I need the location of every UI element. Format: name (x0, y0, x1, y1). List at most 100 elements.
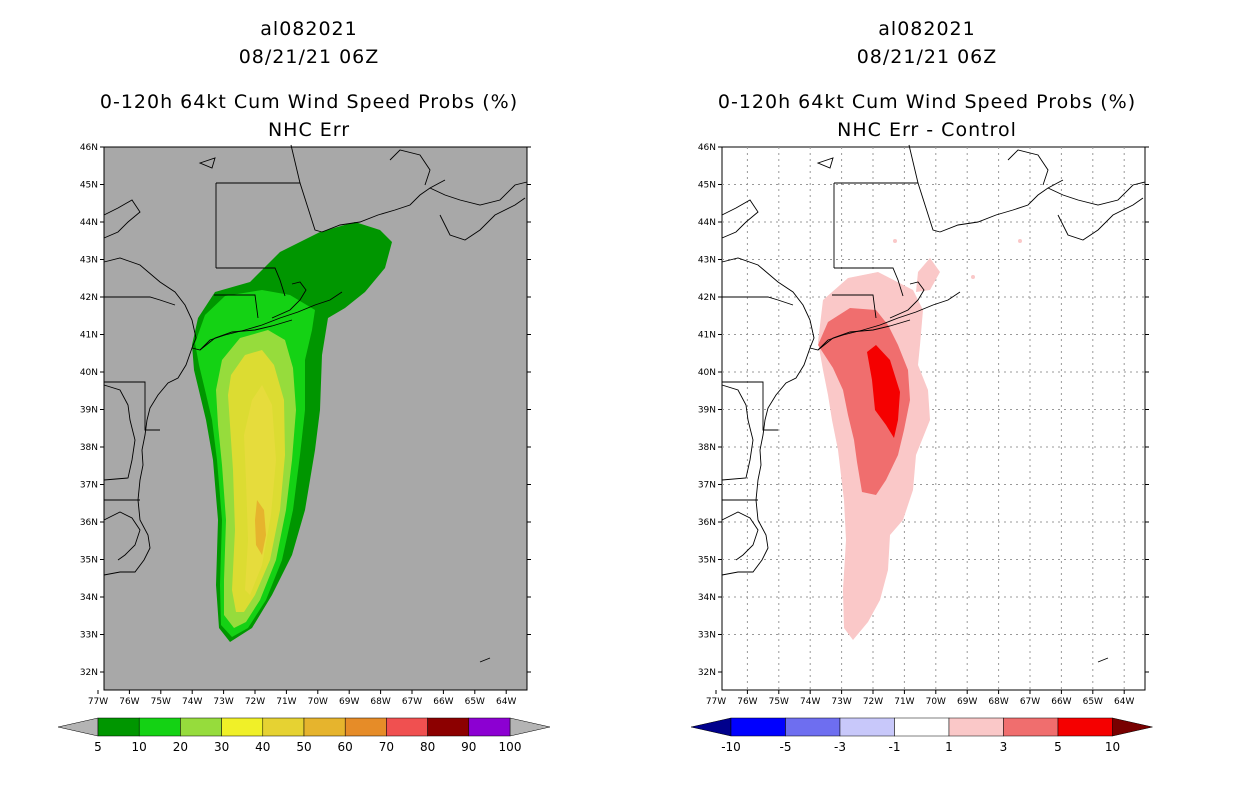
lon-label: 73W (831, 697, 851, 707)
lon-label: 65W (465, 697, 485, 707)
colorbar-swatch (894, 717, 950, 737)
coastline-segment (1007, 149, 1049, 186)
lat-label: 45N (80, 181, 98, 191)
coastline-segment (721, 384, 754, 481)
lat-label: 38N (698, 443, 716, 453)
colorbar-label: 5 (1054, 740, 1062, 754)
lon-label: 70W (308, 697, 328, 707)
contour-spot (1018, 239, 1022, 243)
coastline-segment (103, 511, 141, 561)
colorbar-label: 70 (379, 740, 394, 754)
colorbar-swatch (344, 717, 387, 737)
lat-label: 41N (80, 331, 98, 341)
coastline-segment (271, 281, 307, 319)
contour-spot (893, 239, 897, 243)
colorbar-label: 10 (1105, 740, 1120, 754)
lat-label: 43N (698, 256, 716, 266)
lat-label: 42N (698, 293, 716, 303)
lon-label: 66W (1051, 697, 1071, 707)
coastline-segment (214, 294, 259, 319)
colorbar-label: 20 (173, 740, 188, 754)
coastline-segment (939, 179, 1064, 233)
right-map-panel: al082021 08/21/21 06Z 0-120h 64kt Cum Wi… (618, 0, 1236, 800)
colorbar-label: -1 (889, 740, 901, 754)
colorbar-label: 60 (338, 740, 353, 754)
lat-label: 32N (698, 668, 716, 678)
coastline-segment (429, 181, 528, 206)
coastline-segment (722, 381, 778, 431)
coastlines (721, 144, 1146, 663)
coastline-segment (104, 381, 160, 431)
lon-label: 65W (1083, 697, 1103, 707)
lat-label: 34N (80, 593, 98, 603)
lat-label: 39N (698, 406, 716, 416)
lon-label: 72W (245, 697, 265, 707)
colorbar-end-arrow (1112, 717, 1153, 737)
difference-contours (818, 239, 1022, 640)
right-map: 46N 45N 44N 43N 42N 41N 40N 39N 38N 37N 36N 35N 34N 3… (690, 143, 1153, 754)
left-map-panel: al082021 08/21/21 06Z 0-120h 64kt Cum Wi… (57, 18, 551, 754)
coastline-segment (216, 182, 323, 233)
colorbar-label: -3 (834, 740, 846, 754)
colorbar-swatch (1003, 717, 1059, 737)
storm-id-title: al082021 (260, 18, 358, 40)
lon-label: 77W (88, 697, 108, 707)
lon-label: 70W (926, 697, 946, 707)
coastline-segment (103, 199, 141, 239)
coastline-segment (722, 296, 794, 306)
lat-label: 35N (698, 556, 716, 566)
colorbar-label: 10 (132, 740, 147, 754)
left-map: 46N 45N 44N 43N 42N 41N 40N 39N 38N 37N 36N 35N 34N 3… (57, 143, 551, 754)
colorbar-label: -5 (780, 740, 792, 754)
lat-label: 46N (698, 143, 716, 153)
colorbar-swatch (427, 717, 470, 737)
lat-label: 33N (80, 631, 98, 641)
lon-label: 76W (119, 697, 139, 707)
colorbar-label: 100 (499, 740, 522, 754)
lon-label: 66W (433, 697, 453, 707)
coastline-segment (103, 384, 136, 481)
coastline-segment (721, 511, 759, 561)
coastline-segment (832, 294, 877, 319)
axis-ticks: 46N 45N 44N 43N 42N 41N 40N 39N 38N 37N 36N 35N 34N 3… (80, 143, 531, 707)
contour-diff-3 (818, 308, 910, 495)
colorbar-swatch (386, 717, 428, 737)
colorbar-label: 3 (1000, 740, 1008, 754)
lon-label: 69W (957, 697, 977, 707)
lon-label: 76W (737, 697, 757, 707)
colorbar-swatch (138, 717, 181, 737)
colorbar-label: 5 (94, 740, 102, 754)
coastlines (103, 144, 528, 663)
colorbar-end-arrow (509, 717, 551, 737)
coastline-segment (1097, 657, 1109, 663)
lat-label: 38N (80, 443, 98, 453)
lat-label: 37N (80, 481, 98, 491)
colorbar-swatch (468, 717, 511, 737)
coastline-segment (198, 157, 216, 169)
coastline-segment (817, 319, 911, 351)
lat-label: 46N (80, 143, 98, 153)
colorbar-swatch (221, 717, 264, 737)
coastline-segment (439, 197, 526, 241)
lon-label: 68W (370, 697, 390, 707)
coastline-segment (816, 157, 834, 169)
colorbar-swatch (785, 717, 841, 737)
probability-contours (192, 222, 392, 642)
coastline-segment (1057, 197, 1144, 241)
lat-label: 45N (698, 181, 716, 191)
lat-label: 36N (698, 518, 716, 528)
product-title: 0-120h 64kt Cum Wind Speed Probs (%) (717, 91, 1137, 113)
colorbar-swatch (1057, 717, 1113, 737)
storm-id-title: al082021 (878, 18, 976, 40)
lon-label: 75W (769, 697, 789, 707)
colorbar-label: 90 (461, 740, 476, 754)
lon-label: 71W (276, 697, 296, 707)
datetime-title: 08/21/21 06Z (238, 46, 380, 68)
contour-spot (971, 275, 975, 279)
datetime-title: 08/21/21 06Z (856, 46, 998, 68)
lon-label: 74W (800, 697, 820, 707)
coastline-segment (1047, 181, 1146, 206)
lon-label: 67W (1020, 697, 1040, 707)
colorbar-swatch (262, 717, 305, 737)
lat-label: 33N (698, 631, 716, 641)
